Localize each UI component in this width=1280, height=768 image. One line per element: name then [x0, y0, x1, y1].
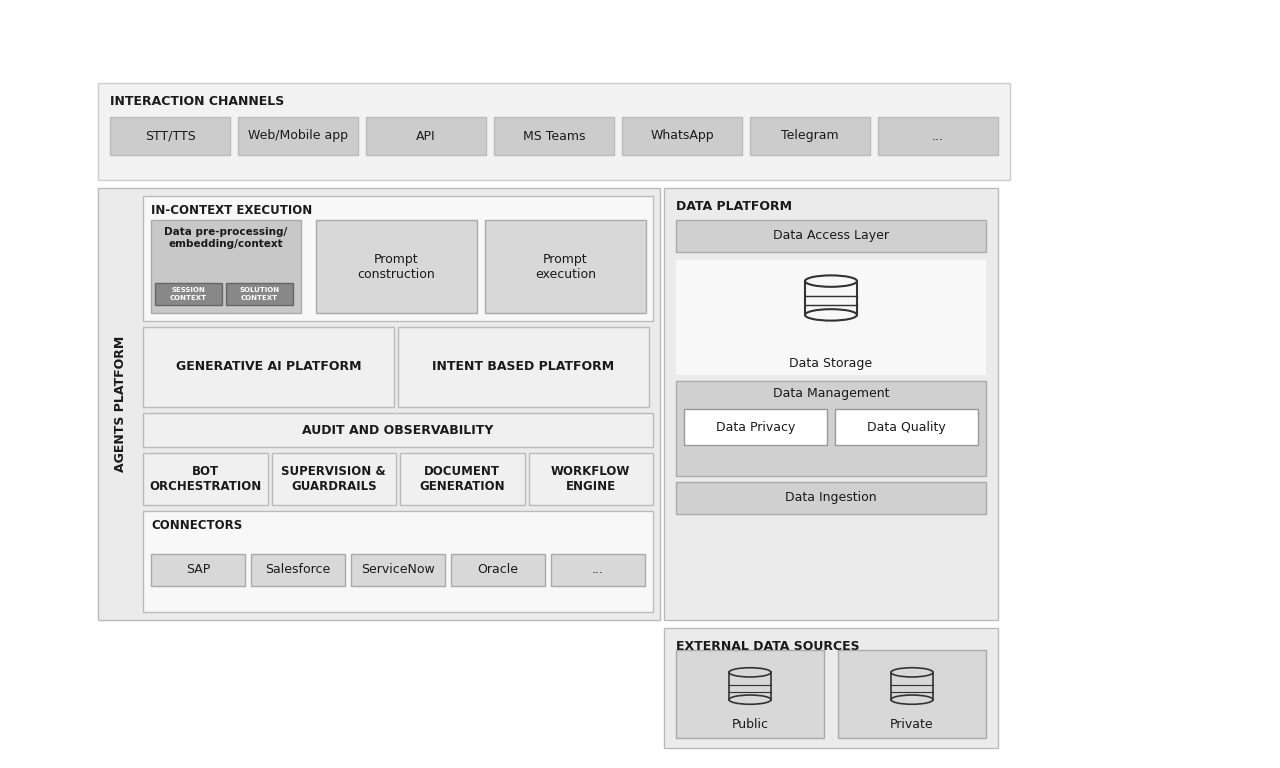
Bar [316, 220, 477, 313]
Ellipse shape [730, 667, 771, 677]
Ellipse shape [805, 276, 858, 286]
Bar [838, 650, 986, 738]
Bar [398, 327, 649, 407]
Bar [676, 482, 986, 514]
Bar [99, 188, 660, 620]
Text: Public: Public [731, 717, 768, 730]
Text: SAP: SAP [186, 563, 210, 576]
Bar [676, 220, 986, 252]
Bar [684, 409, 827, 445]
Bar [351, 554, 445, 585]
Text: WORKFLOW
ENGINE: WORKFLOW ENGINE [552, 465, 631, 493]
Bar [878, 117, 998, 155]
Bar [238, 117, 358, 155]
Bar [151, 554, 244, 585]
Bar [550, 554, 645, 585]
Bar [529, 453, 653, 505]
Text: Web/Mobile app: Web/Mobile app [248, 130, 348, 143]
Text: IN-CONTEXT EXECUTION: IN-CONTEXT EXECUTION [151, 204, 312, 217]
Text: GENERATIVE AI PLATFORM: GENERATIVE AI PLATFORM [175, 360, 361, 373]
Text: STT/TTS: STT/TTS [145, 130, 196, 143]
Bar [485, 220, 646, 313]
Bar [143, 453, 268, 505]
Text: WhatsApp: WhatsApp [650, 130, 714, 143]
Bar [750, 117, 870, 155]
Text: ...: ... [932, 130, 945, 143]
Text: MS Teams: MS Teams [522, 130, 585, 143]
Ellipse shape [730, 695, 771, 704]
Bar [622, 117, 742, 155]
Bar [99, 83, 1010, 180]
Bar [664, 188, 998, 620]
Text: SOLUTION
CONTEXT: SOLUTION CONTEXT [239, 287, 279, 300]
Text: AUDIT AND OBSERVABILITY: AUDIT AND OBSERVABILITY [302, 423, 494, 436]
Text: Data pre-processing/
embedding/context: Data pre-processing/ embedding/context [164, 227, 288, 249]
Bar [730, 672, 771, 700]
Text: Private: Private [890, 717, 934, 730]
Bar [143, 413, 653, 447]
Text: Data Ingestion: Data Ingestion [785, 492, 877, 505]
Bar [805, 281, 858, 315]
Text: AGENTS PLATFORM: AGENTS PLATFORM [114, 336, 127, 472]
Bar [366, 117, 486, 155]
Bar [143, 511, 653, 612]
Bar [835, 409, 978, 445]
Text: Oracle: Oracle [477, 563, 518, 576]
Ellipse shape [891, 695, 933, 704]
Text: API: API [416, 130, 435, 143]
Text: Data Quality: Data Quality [867, 421, 946, 433]
Text: SUPERVISION &
GUARDRAILS: SUPERVISION & GUARDRAILS [282, 465, 387, 493]
Text: ...: ... [591, 563, 604, 576]
Bar [151, 220, 301, 313]
Text: Telegram: Telegram [781, 130, 838, 143]
Bar [676, 260, 986, 375]
Text: DATA PLATFORM: DATA PLATFORM [676, 200, 792, 213]
Bar [676, 381, 986, 476]
Bar [143, 327, 394, 407]
Bar [227, 283, 293, 305]
Text: Salesforce: Salesforce [265, 563, 330, 576]
Text: CONNECTORS: CONNECTORS [151, 519, 242, 532]
Ellipse shape [805, 310, 858, 320]
Text: Prompt
construction: Prompt construction [357, 253, 435, 280]
Bar [251, 554, 346, 585]
Text: SESSION
CONTEXT: SESSION CONTEXT [170, 287, 207, 300]
Bar [143, 196, 653, 321]
Text: BOT
ORCHESTRATION: BOT ORCHESTRATION [150, 465, 261, 493]
Bar [494, 117, 614, 155]
Text: INTERACTION CHANNELS: INTERACTION CHANNELS [110, 95, 284, 108]
Bar [399, 453, 525, 505]
Text: Prompt
execution: Prompt execution [535, 253, 596, 280]
Text: ServiceNow: ServiceNow [361, 563, 435, 576]
Bar [891, 672, 933, 700]
Text: Data Privacy: Data Privacy [716, 421, 795, 433]
Text: Data Access Layer: Data Access Layer [773, 230, 890, 243]
Text: EXTERNAL DATA SOURCES: EXTERNAL DATA SOURCES [676, 640, 860, 653]
Text: Data Management: Data Management [773, 386, 890, 399]
Text: INTENT BASED PLATFORM: INTENT BASED PLATFORM [433, 360, 614, 373]
Bar [451, 554, 545, 585]
Text: Data Storage: Data Storage [790, 356, 873, 369]
Bar [110, 117, 230, 155]
Bar [155, 283, 221, 305]
Ellipse shape [891, 667, 933, 677]
Bar [676, 650, 824, 738]
Text: DOCUMENT
GENERATION: DOCUMENT GENERATION [420, 465, 506, 493]
Bar [664, 628, 998, 748]
Bar [271, 453, 396, 505]
